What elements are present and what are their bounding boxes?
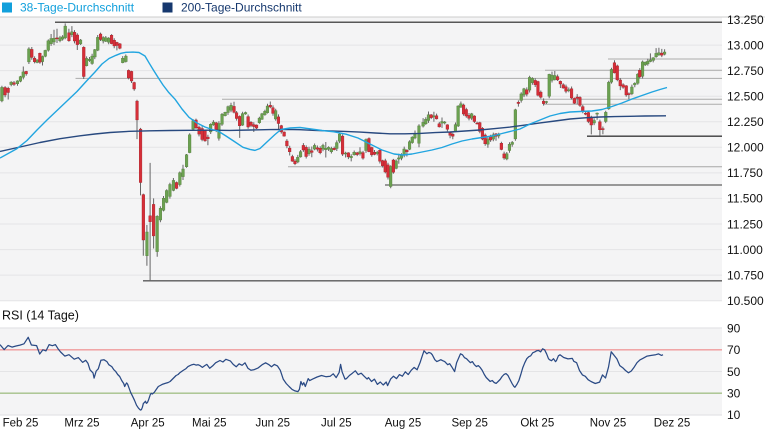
svg-text:12.000: 12.000 [727,141,764,155]
svg-text:Okt 25: Okt 25 [520,418,554,430]
svg-text:12.250: 12.250 [727,115,764,129]
svg-text:11.250: 11.250 [727,217,763,231]
svg-text:200-Tage-Durchschnitt: 200-Tage-Durchschnitt [181,0,302,14]
svg-text:Nov 25: Nov 25 [590,418,626,430]
svg-text:30: 30 [727,387,741,401]
svg-text:10.750: 10.750 [727,268,764,282]
svg-text:12.500: 12.500 [727,90,764,104]
svg-text:50: 50 [727,365,741,379]
svg-text:Jul 25: Jul 25 [321,418,352,430]
svg-text:11.500: 11.500 [727,192,763,206]
svg-text:Sep 25: Sep 25 [451,418,487,430]
svg-text:Aug 25: Aug 25 [385,418,421,430]
svg-text:13.000: 13.000 [727,38,764,52]
svg-text:Feb 25: Feb 25 [3,418,39,430]
svg-text:Mai 25: Mai 25 [192,418,227,430]
svg-text:38-Tage-Durchschnitt: 38-Tage-Durchschnitt [20,0,135,14]
svg-text:Dez 25: Dez 25 [654,418,690,430]
svg-text:Jun 25: Jun 25 [256,418,291,430]
svg-text:Apr 25: Apr 25 [131,418,165,430]
svg-text:RSI (14 Tage): RSI (14 Tage) [2,309,79,323]
svg-text:12.750: 12.750 [727,64,764,78]
svg-text:Mrz 25: Mrz 25 [64,418,99,430]
svg-text:11.000: 11.000 [727,243,763,257]
svg-text:10.500: 10.500 [727,294,764,308]
svg-text:90: 90 [727,321,741,335]
svg-text:70: 70 [727,343,741,357]
svg-text:13.250: 13.250 [727,13,764,27]
svg-text:11.750: 11.750 [727,166,763,180]
svg-text:10: 10 [727,408,741,422]
